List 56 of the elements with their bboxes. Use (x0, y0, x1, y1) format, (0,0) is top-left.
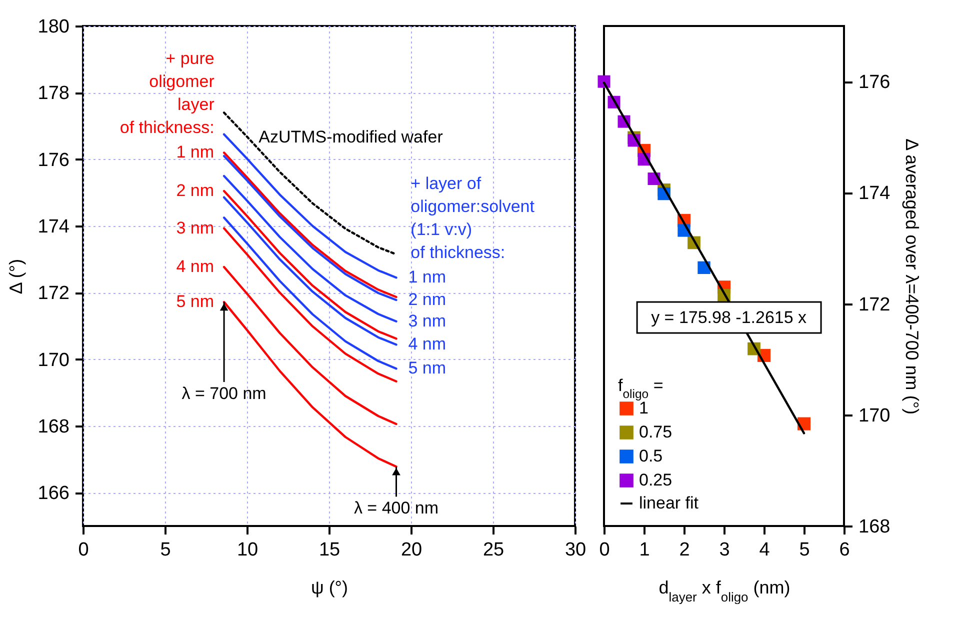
y-tick-label: 166 (38, 483, 70, 504)
annotation: + pure oligomer layer of thickness: (120, 49, 215, 137)
x-tick-label: 25 (482, 540, 504, 560)
x-tick-label: 30 (564, 540, 586, 560)
series-label: 5 nm (176, 292, 214, 311)
series-label: 1 nm (176, 142, 214, 162)
line-series (222, 112, 398, 256)
legend-label: 1 (639, 398, 648, 418)
legend-label: linear fit (639, 494, 699, 512)
legend-label: 0.5 (639, 446, 663, 466)
x-tick-label: 0 (78, 540, 89, 560)
y-tick-label: 168 (858, 516, 890, 538)
series-label: 5 nm (408, 358, 446, 378)
x-tick-label: 10 (236, 540, 258, 560)
x-tick-label: 20 (400, 540, 422, 560)
point (598, 75, 610, 88)
series-label: 4 nm (408, 334, 446, 354)
y-tick-label: 178 (38, 83, 70, 104)
series-label: 4 nm (176, 257, 214, 276)
y-axis-title: Δ averaged over λ=400-700 nm (°) (902, 138, 922, 414)
y-tick-label: 172 (38, 283, 70, 304)
x-tick-label: 15 (318, 540, 340, 560)
y-tick-label: 174 (858, 183, 891, 204)
series-label: 2 nm (408, 290, 446, 309)
series-label: 3 nm (176, 218, 214, 238)
x-tick-label: 5 (799, 540, 810, 560)
annotation: λ = 400 nm (354, 498, 439, 518)
x-tick-label: 3 (719, 540, 730, 560)
y-tick-label: 176 (38, 150, 70, 171)
line-series (222, 174, 398, 322)
legend-title: f$_{oligo}$ = (618, 376, 664, 401)
y-axis-title: Δ (°) (6, 258, 26, 294)
y-tick-label: 176 (858, 72, 890, 94)
y-tick-label: 168 (38, 416, 70, 438)
legend-label: 0.25 (639, 470, 672, 490)
x-tick-label: 2 (679, 540, 690, 560)
x-tick-label: 1 (639, 540, 650, 560)
x-tick-label: 0 (599, 540, 610, 560)
y-tick-label: 172 (858, 294, 890, 316)
series-label: 2 nm (176, 181, 214, 200)
annotation: y = 175.98 -1.2615 x (651, 308, 808, 327)
y-tick-label: 180 (38, 16, 70, 38)
y-tick-label: 170 (858, 405, 890, 426)
series-label: 1 nm (408, 268, 446, 287)
series-label: 3 nm (408, 311, 446, 330)
y-tick-label: 174 (38, 216, 70, 238)
x-tick-label: 6 (839, 540, 850, 560)
x-axis-title: ψ (°) (310, 578, 348, 598)
annotation: + layer of oligomer:solvent (1:1 v:v) of thickness: (410, 174, 535, 262)
x-tick-label: 4 (759, 540, 770, 560)
legend-label: 0.75 (639, 422, 672, 442)
annotation: AzUTMS-modified wafer (258, 128, 444, 146)
x-tick-label: 5 (160, 540, 171, 560)
y-tick-label: 170 (38, 350, 70, 371)
x-axis-title: d$_{layer}$ x f$_{oligo}$ (nm) (658, 578, 790, 604)
annotation: λ = 700 nm (182, 384, 266, 403)
